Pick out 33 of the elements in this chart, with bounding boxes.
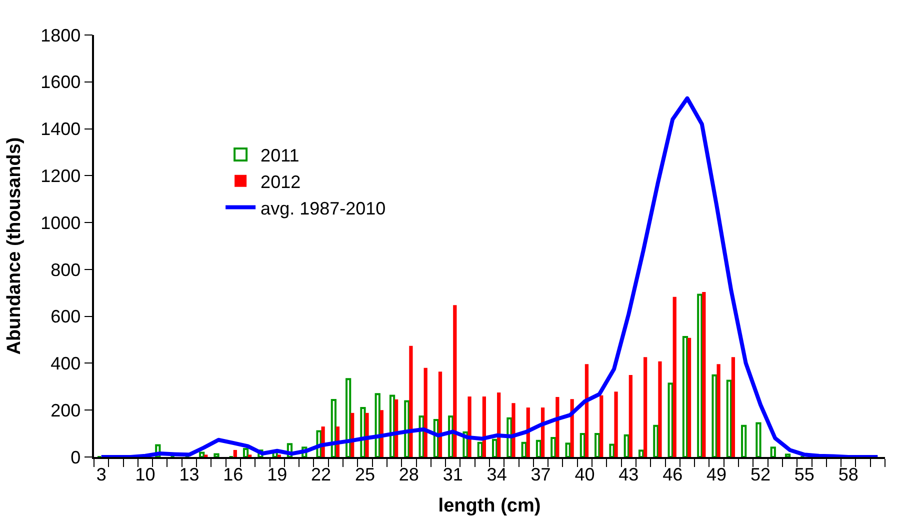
x-tick-label: 28: [398, 464, 419, 484]
x-tick-label: 31: [442, 464, 463, 484]
y-tick-label: 600: [50, 306, 81, 327]
x-tick-label: 43: [618, 464, 639, 484]
y-axis-title: Abundance (thousands): [4, 137, 25, 355]
x-tick-label: 37: [530, 464, 551, 484]
y-tick-label: 1200: [40, 166, 81, 186]
x-tick-label: 3: [96, 464, 106, 484]
y-tick-label: 400: [50, 354, 81, 374]
x-tick-label: 55: [794, 464, 814, 484]
x-tick-label: 34: [486, 464, 507, 484]
y-tick-label: 1000: [40, 212, 81, 233]
y-tick-label: 800: [50, 260, 81, 280]
x-tick-label: 22: [311, 464, 332, 484]
x-tick-label: 10: [135, 464, 156, 484]
legend-label: avg. 1987-2010: [260, 198, 386, 218]
y-tick-label: 200: [50, 400, 81, 420]
legend-label: 2012: [260, 172, 301, 192]
x-axis-title: length (cm): [438, 496, 541, 517]
x-tick-label: 46: [662, 464, 683, 484]
x-tick-label: 49: [706, 464, 727, 484]
x-tick-label: 52: [750, 464, 771, 484]
x-tick-label: 16: [223, 464, 244, 484]
y-tick-label: 0: [70, 447, 81, 468]
x-tick-label: 40: [574, 464, 595, 484]
x-tick-label: 58: [838, 464, 858, 484]
y-tick-label: 1800: [40, 25, 81, 46]
legend-label: 2011: [260, 146, 300, 166]
y-tick-label: 1600: [40, 72, 81, 92]
x-tick-label: 25: [354, 464, 376, 484]
x-tick-label: 13: [179, 464, 200, 484]
x-tick-label: 19: [267, 464, 288, 484]
y-tick-label: 1400: [40, 119, 81, 140]
